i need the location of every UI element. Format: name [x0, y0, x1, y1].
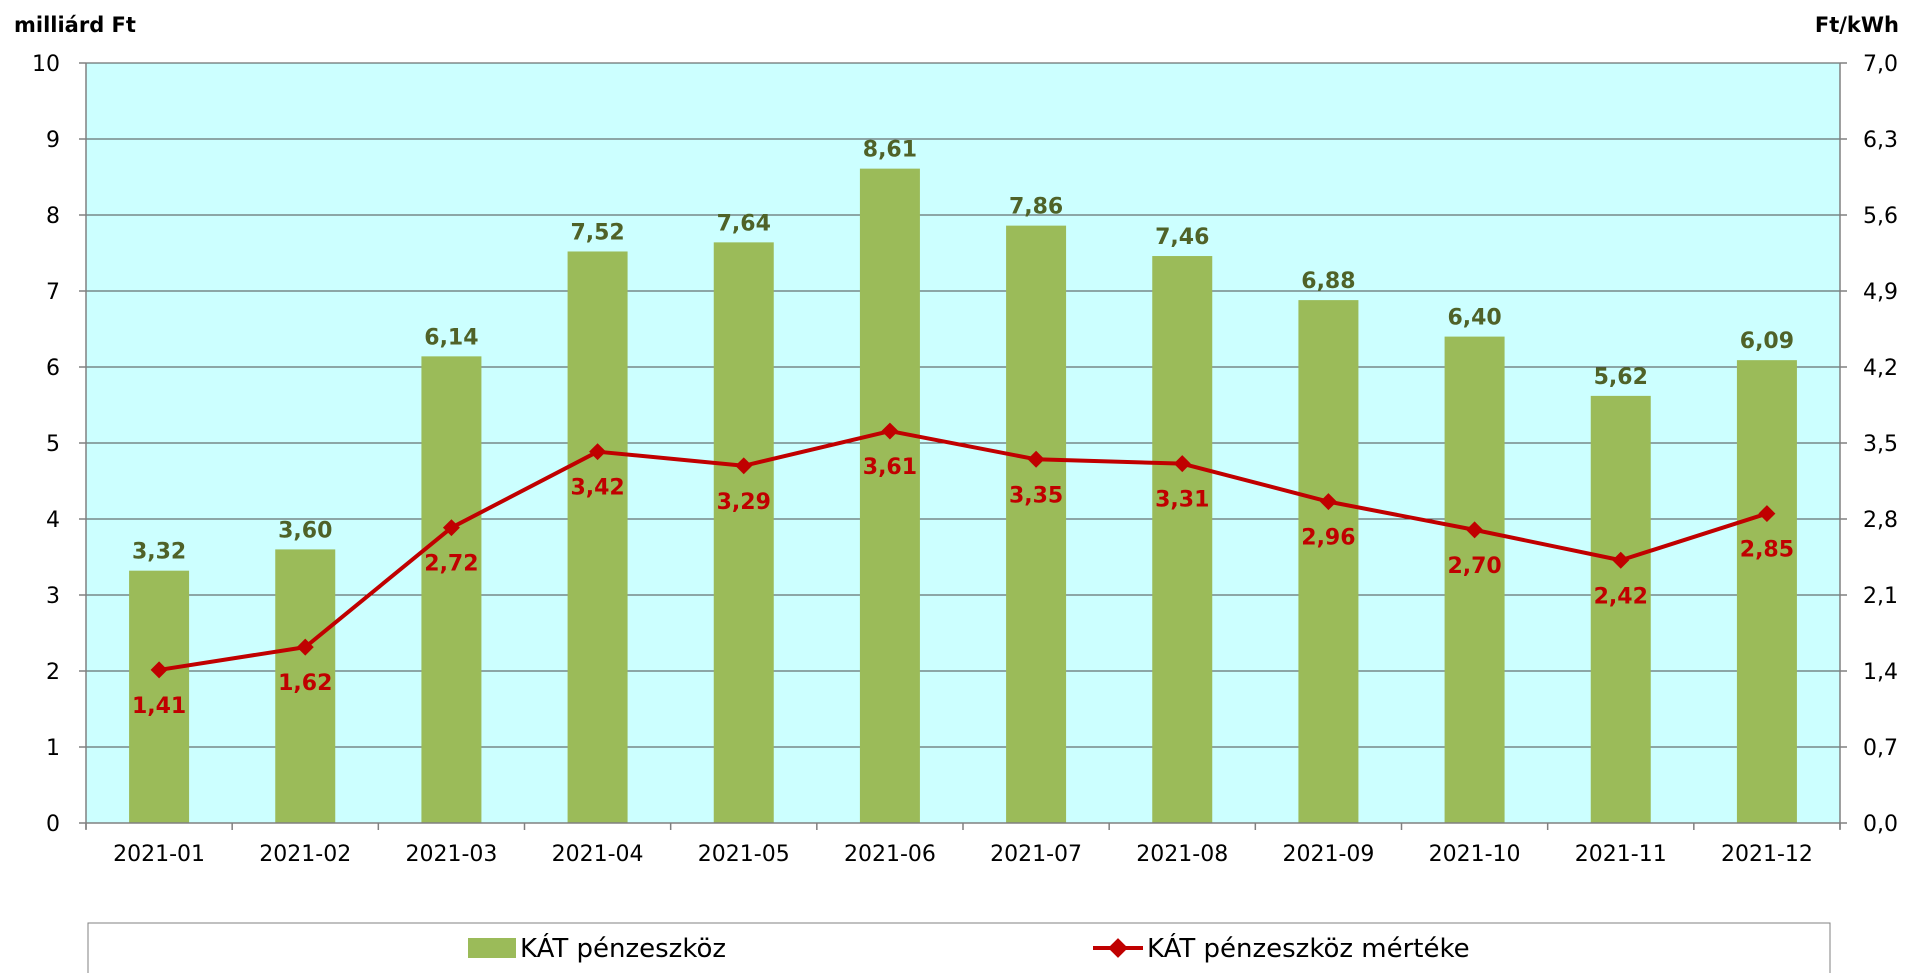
x-tick-label: 2021-12: [1721, 842, 1813, 867]
x-tick-label: 2021-09: [1282, 842, 1374, 867]
bar-label-2021-10: 6,40: [1447, 306, 1501, 331]
x-tick-label: 2021-11: [1575, 842, 1667, 867]
point-2021-01: [150, 661, 168, 679]
gridlines: [86, 62, 1840, 748]
legend-bar-swatch: [468, 938, 516, 958]
right-axis-ticks: 0,0 0,7 1,4 2,1 2,8 3,5 4,2 4,9 5,6 6,3 7,0: [1840, 52, 1898, 837]
point-2021-05: [735, 457, 753, 475]
point-2021-10: [1466, 521, 1484, 539]
legend-line-marker: [1108, 938, 1128, 958]
bar-2021-06: [859, 168, 920, 823]
x-tick-label: 2021-04: [552, 842, 644, 867]
right-tick-label: 7,0: [1863, 52, 1898, 77]
legend-line-label: KÁT pénzeszköz mértéke: [1147, 932, 1470, 964]
x-tick-label: 2021-10: [1429, 842, 1521, 867]
point-2021-02: [296, 638, 314, 656]
left-tick-label: 1: [46, 736, 60, 761]
left-tick-label: 0: [46, 812, 60, 837]
bar-label-2021-06: 8,61: [863, 138, 917, 163]
legend-box: [87, 922, 1831, 973]
bar-label-2021-05: 7,64: [717, 211, 771, 236]
left-tick-label: 8: [46, 204, 60, 229]
right-tick-label: 1,4: [1863, 660, 1898, 685]
point-label-2021-04: 3,42: [570, 476, 624, 501]
left-tick-label: 3: [46, 584, 60, 609]
line-data-labels: 1,41 1,62 2,72 3,42 3,29 3,61 3,35 3,31 2,96 2,70…: [132, 455, 1794, 719]
bar-label-2021-08: 7,46: [1155, 225, 1209, 250]
right-tick-label: 0,7: [1863, 736, 1898, 761]
bar-2021-04: [567, 251, 628, 824]
bar-2021-08: [1152, 256, 1213, 823]
bar-label-2021-12: 6,09: [1740, 329, 1794, 354]
point-label-2021-01: 1,41: [132, 694, 186, 719]
x-tick-label: 2021-02: [259, 842, 351, 867]
right-tick-label: 3,5: [1863, 432, 1898, 457]
x-tick-label: 2021-07: [990, 842, 1082, 867]
right-tick-label: 5,6: [1863, 204, 1898, 229]
bar-label-2021-03: 6,14: [424, 325, 478, 350]
left-tick-label: 6: [46, 356, 60, 381]
bar-2021-09: [1298, 300, 1359, 823]
bar-2021-10: [1444, 336, 1505, 823]
point-label-2021-11: 2,42: [1594, 584, 1648, 609]
right-tick-label: 6,3: [1863, 128, 1898, 153]
bar-data-labels: 3,32 3,60 6,14 7,52 7,64 8,61 7,86 7,46 6,88 6,40…: [132, 138, 1794, 565]
line-series: [150, 422, 1776, 679]
bar-series: [129, 168, 1797, 824]
left-axis-ticks: 0 1 2 3 4 5 6 7 8 9 10: [32, 52, 86, 837]
point-label-2021-08: 3,31: [1155, 488, 1209, 513]
x-tick-label: 2021-06: [844, 842, 936, 867]
point-label-2021-07: 3,35: [1009, 483, 1063, 508]
point-label-2021-10: 2,70: [1447, 554, 1501, 579]
left-axis-title: milliárd Ft: [14, 13, 136, 37]
bar-label-2021-09: 6,88: [1301, 269, 1355, 294]
right-tick-label: 4,2: [1863, 356, 1898, 381]
legend-bar-label: KÁT pénzeszköz: [520, 932, 726, 964]
point-2021-11: [1612, 551, 1630, 569]
bar-2021-02: [275, 549, 336, 823]
left-tick-label: 9: [46, 128, 60, 153]
point-label-2021-06: 3,61: [863, 455, 917, 480]
bar-2021-05: [713, 242, 774, 824]
bar-2021-03: [421, 356, 482, 823]
point-label-2021-03: 2,72: [424, 552, 478, 577]
left-tick-label: 4: [46, 508, 60, 533]
point-label-2021-12: 2,85: [1740, 538, 1794, 563]
series-line: [158, 429, 1768, 672]
x-tick-label: 2021-01: [113, 842, 205, 867]
point-2021-04: [589, 443, 607, 461]
legend: KÁT pénzeszköz KÁT pénzeszköz mértéke: [87, 922, 1831, 973]
point-2021-06: [881, 422, 899, 440]
bar-2021-11: [1590, 395, 1651, 823]
point-2021-03: [442, 519, 460, 537]
left-tick-label: 5: [46, 432, 60, 457]
point-label-2021-02: 1,62: [278, 671, 332, 696]
bar-label-2021-02: 3,60: [278, 518, 332, 543]
right-tick-label: 2,1: [1863, 584, 1898, 609]
left-tick-label: 7: [46, 280, 60, 305]
right-tick-label: 2,8: [1863, 508, 1898, 533]
bar-2021-12: [1736, 360, 1797, 823]
right-tick-label: 4,9: [1863, 280, 1898, 305]
right-axis-title: Ft/kWh: [1815, 13, 1899, 37]
bar-2021-07: [1006, 225, 1067, 823]
left-tick-label: 10: [32, 52, 60, 77]
bar-label-2021-07: 7,86: [1009, 195, 1063, 220]
x-axis-ticks: 2021-01 2021-02 2021-03 2021-04 2021-05 2021-…: [85, 823, 1841, 867]
point-label-2021-09: 2,96: [1301, 526, 1355, 551]
x-tick-label: 2021-03: [405, 842, 497, 867]
bar-label-2021-01: 3,32: [132, 540, 186, 565]
right-tick-label: 0,0: [1863, 812, 1898, 837]
x-tick-label: 2021-05: [698, 842, 790, 867]
point-label-2021-05: 3,29: [717, 490, 771, 515]
bar-label-2021-11: 5,62: [1594, 365, 1648, 390]
x-tick-label: 2021-08: [1136, 842, 1228, 867]
bar-label-2021-04: 7,52: [570, 220, 624, 245]
left-tick-label: 2: [46, 660, 60, 685]
bar-2021-01: [129, 570, 190, 823]
